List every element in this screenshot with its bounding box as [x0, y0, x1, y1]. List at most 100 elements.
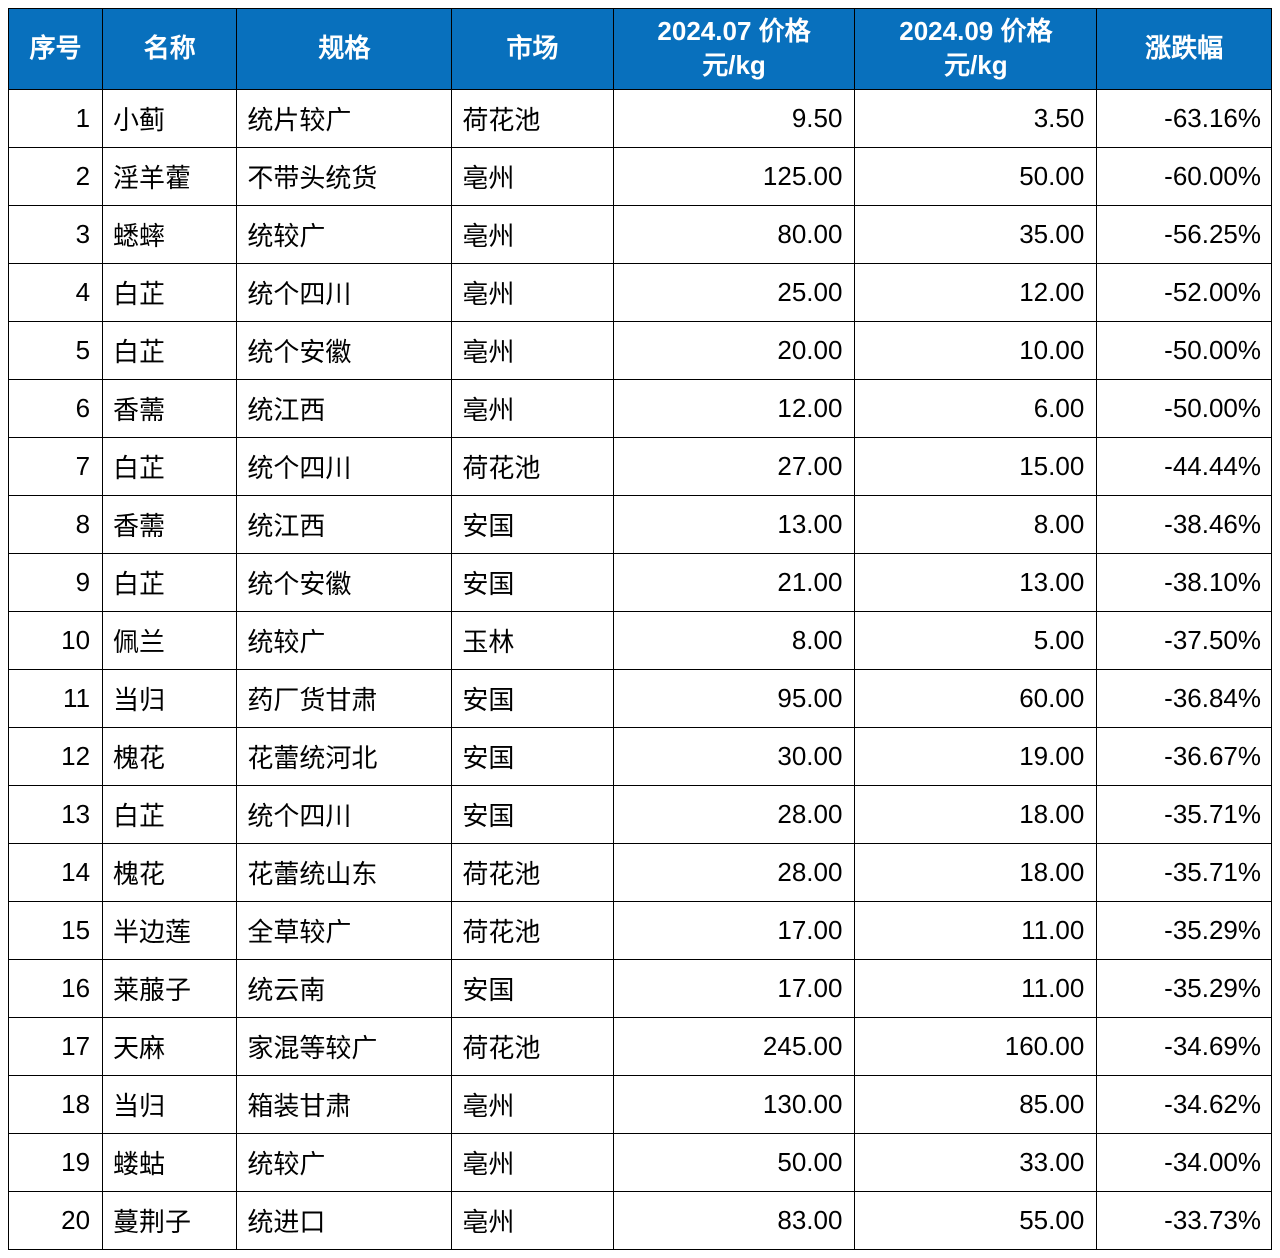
cell-name: 香薷	[103, 379, 237, 437]
cell-price09: 12.00	[855, 263, 1097, 321]
cell-idx: 5	[9, 321, 103, 379]
cell-price07: 12.00	[613, 379, 855, 437]
table-row: 3蟋蟀统较广亳州80.0035.00-56.25%	[9, 205, 1272, 263]
table-row: 7白芷统个四川荷花池27.0015.00-44.44%	[9, 437, 1272, 495]
cell-name: 蔓荆子	[103, 1191, 237, 1249]
cell-idx: 7	[9, 437, 103, 495]
cell-idx: 13	[9, 785, 103, 843]
cell-change: -52.00%	[1097, 263, 1272, 321]
cell-market: 安国	[452, 785, 613, 843]
cell-name: 小蓟	[103, 89, 237, 147]
cell-change: -34.62%	[1097, 1075, 1272, 1133]
cell-price09: 55.00	[855, 1191, 1097, 1249]
cell-price07: 8.00	[613, 611, 855, 669]
table-row: 2淫羊藿不带头统货亳州125.0050.00-60.00%	[9, 147, 1272, 205]
cell-price09: 15.00	[855, 437, 1097, 495]
cell-change: -35.29%	[1097, 901, 1272, 959]
header-price07: 2024.07 价格元/kg	[613, 9, 855, 90]
cell-idx: 2	[9, 147, 103, 205]
cell-spec: 全草较广	[237, 901, 452, 959]
cell-market: 亳州	[452, 205, 613, 263]
cell-price09: 19.00	[855, 727, 1097, 785]
cell-price07: 27.00	[613, 437, 855, 495]
cell-price07: 50.00	[613, 1133, 855, 1191]
cell-price09: 6.00	[855, 379, 1097, 437]
cell-market: 安国	[452, 553, 613, 611]
cell-spec: 统进口	[237, 1191, 452, 1249]
table-row: 12槐花花蕾统河北安国30.0019.00-36.67%	[9, 727, 1272, 785]
cell-spec: 不带头统货	[237, 147, 452, 205]
table-row: 1小蓟统片较广荷花池9.503.50-63.16%	[9, 89, 1272, 147]
cell-price07: 83.00	[613, 1191, 855, 1249]
cell-change: -38.10%	[1097, 553, 1272, 611]
cell-change: -56.25%	[1097, 205, 1272, 263]
cell-spec: 统江西	[237, 379, 452, 437]
table-row: 15半边莲全草较广荷花池17.0011.00-35.29%	[9, 901, 1272, 959]
cell-market: 安国	[452, 959, 613, 1017]
table-row: 20蔓荆子统进口亳州83.0055.00-33.73%	[9, 1191, 1272, 1249]
cell-spec: 统片较广	[237, 89, 452, 147]
cell-price09: 160.00	[855, 1017, 1097, 1075]
cell-price07: 95.00	[613, 669, 855, 727]
table-row: 11当归药厂货甘肃安国95.0060.00-36.84%	[9, 669, 1272, 727]
cell-spec: 花蕾统山东	[237, 843, 452, 901]
table-header: 序号 名称 规格 市场 2024.07 价格元/kg 2024.09 价格元/k…	[9, 9, 1272, 90]
cell-market: 安国	[452, 669, 613, 727]
cell-price07: 80.00	[613, 205, 855, 263]
cell-market: 玉林	[452, 611, 613, 669]
cell-name: 白芷	[103, 553, 237, 611]
cell-idx: 8	[9, 495, 103, 553]
header-name: 名称	[103, 9, 237, 90]
price-table: 序号 名称 规格 市场 2024.07 价格元/kg 2024.09 价格元/k…	[8, 8, 1272, 1250]
cell-name: 当归	[103, 669, 237, 727]
cell-market: 亳州	[452, 263, 613, 321]
cell-price07: 28.00	[613, 843, 855, 901]
cell-spec: 统个安徽	[237, 553, 452, 611]
cell-spec: 花蕾统河北	[237, 727, 452, 785]
cell-change: -34.00%	[1097, 1133, 1272, 1191]
cell-change: -50.00%	[1097, 321, 1272, 379]
cell-name: 天麻	[103, 1017, 237, 1075]
table-row: 8香薷统江西安国13.008.00-38.46%	[9, 495, 1272, 553]
cell-price07: 130.00	[613, 1075, 855, 1133]
cell-name: 槐花	[103, 727, 237, 785]
cell-spec: 统较广	[237, 611, 452, 669]
cell-idx: 19	[9, 1133, 103, 1191]
cell-price09: 13.00	[855, 553, 1097, 611]
cell-change: -35.29%	[1097, 959, 1272, 1017]
table-body: 1小蓟统片较广荷花池9.503.50-63.16%2淫羊藿不带头统货亳州125.…	[9, 89, 1272, 1249]
cell-market: 亳州	[452, 1191, 613, 1249]
table-row: 13白芷统个四川安国28.0018.00-35.71%	[9, 785, 1272, 843]
cell-market: 荷花池	[452, 1017, 613, 1075]
cell-price07: 28.00	[613, 785, 855, 843]
cell-name: 淫羊藿	[103, 147, 237, 205]
cell-price09: 60.00	[855, 669, 1097, 727]
header-market: 市场	[452, 9, 613, 90]
cell-market: 亳州	[452, 1133, 613, 1191]
cell-price07: 9.50	[613, 89, 855, 147]
cell-change: -36.67%	[1097, 727, 1272, 785]
cell-price09: 3.50	[855, 89, 1097, 147]
table-row: 16莱菔子统云南安国17.0011.00-35.29%	[9, 959, 1272, 1017]
cell-name: 槐花	[103, 843, 237, 901]
cell-idx: 6	[9, 379, 103, 437]
table-row: 18当归箱装甘肃亳州130.0085.00-34.62%	[9, 1075, 1272, 1133]
cell-price07: 30.00	[613, 727, 855, 785]
cell-market: 荷花池	[452, 843, 613, 901]
cell-price09: 18.00	[855, 843, 1097, 901]
cell-price09: 35.00	[855, 205, 1097, 263]
cell-spec: 统个四川	[237, 785, 452, 843]
cell-name: 白芷	[103, 437, 237, 495]
cell-idx: 17	[9, 1017, 103, 1075]
cell-spec: 统个四川	[237, 263, 452, 321]
cell-idx: 10	[9, 611, 103, 669]
cell-price07: 20.00	[613, 321, 855, 379]
cell-market: 安国	[452, 727, 613, 785]
cell-price09: 11.00	[855, 959, 1097, 1017]
cell-name: 白芷	[103, 263, 237, 321]
cell-price09: 33.00	[855, 1133, 1097, 1191]
cell-price09: 5.00	[855, 611, 1097, 669]
cell-idx: 16	[9, 959, 103, 1017]
cell-idx: 9	[9, 553, 103, 611]
cell-name: 白芷	[103, 785, 237, 843]
